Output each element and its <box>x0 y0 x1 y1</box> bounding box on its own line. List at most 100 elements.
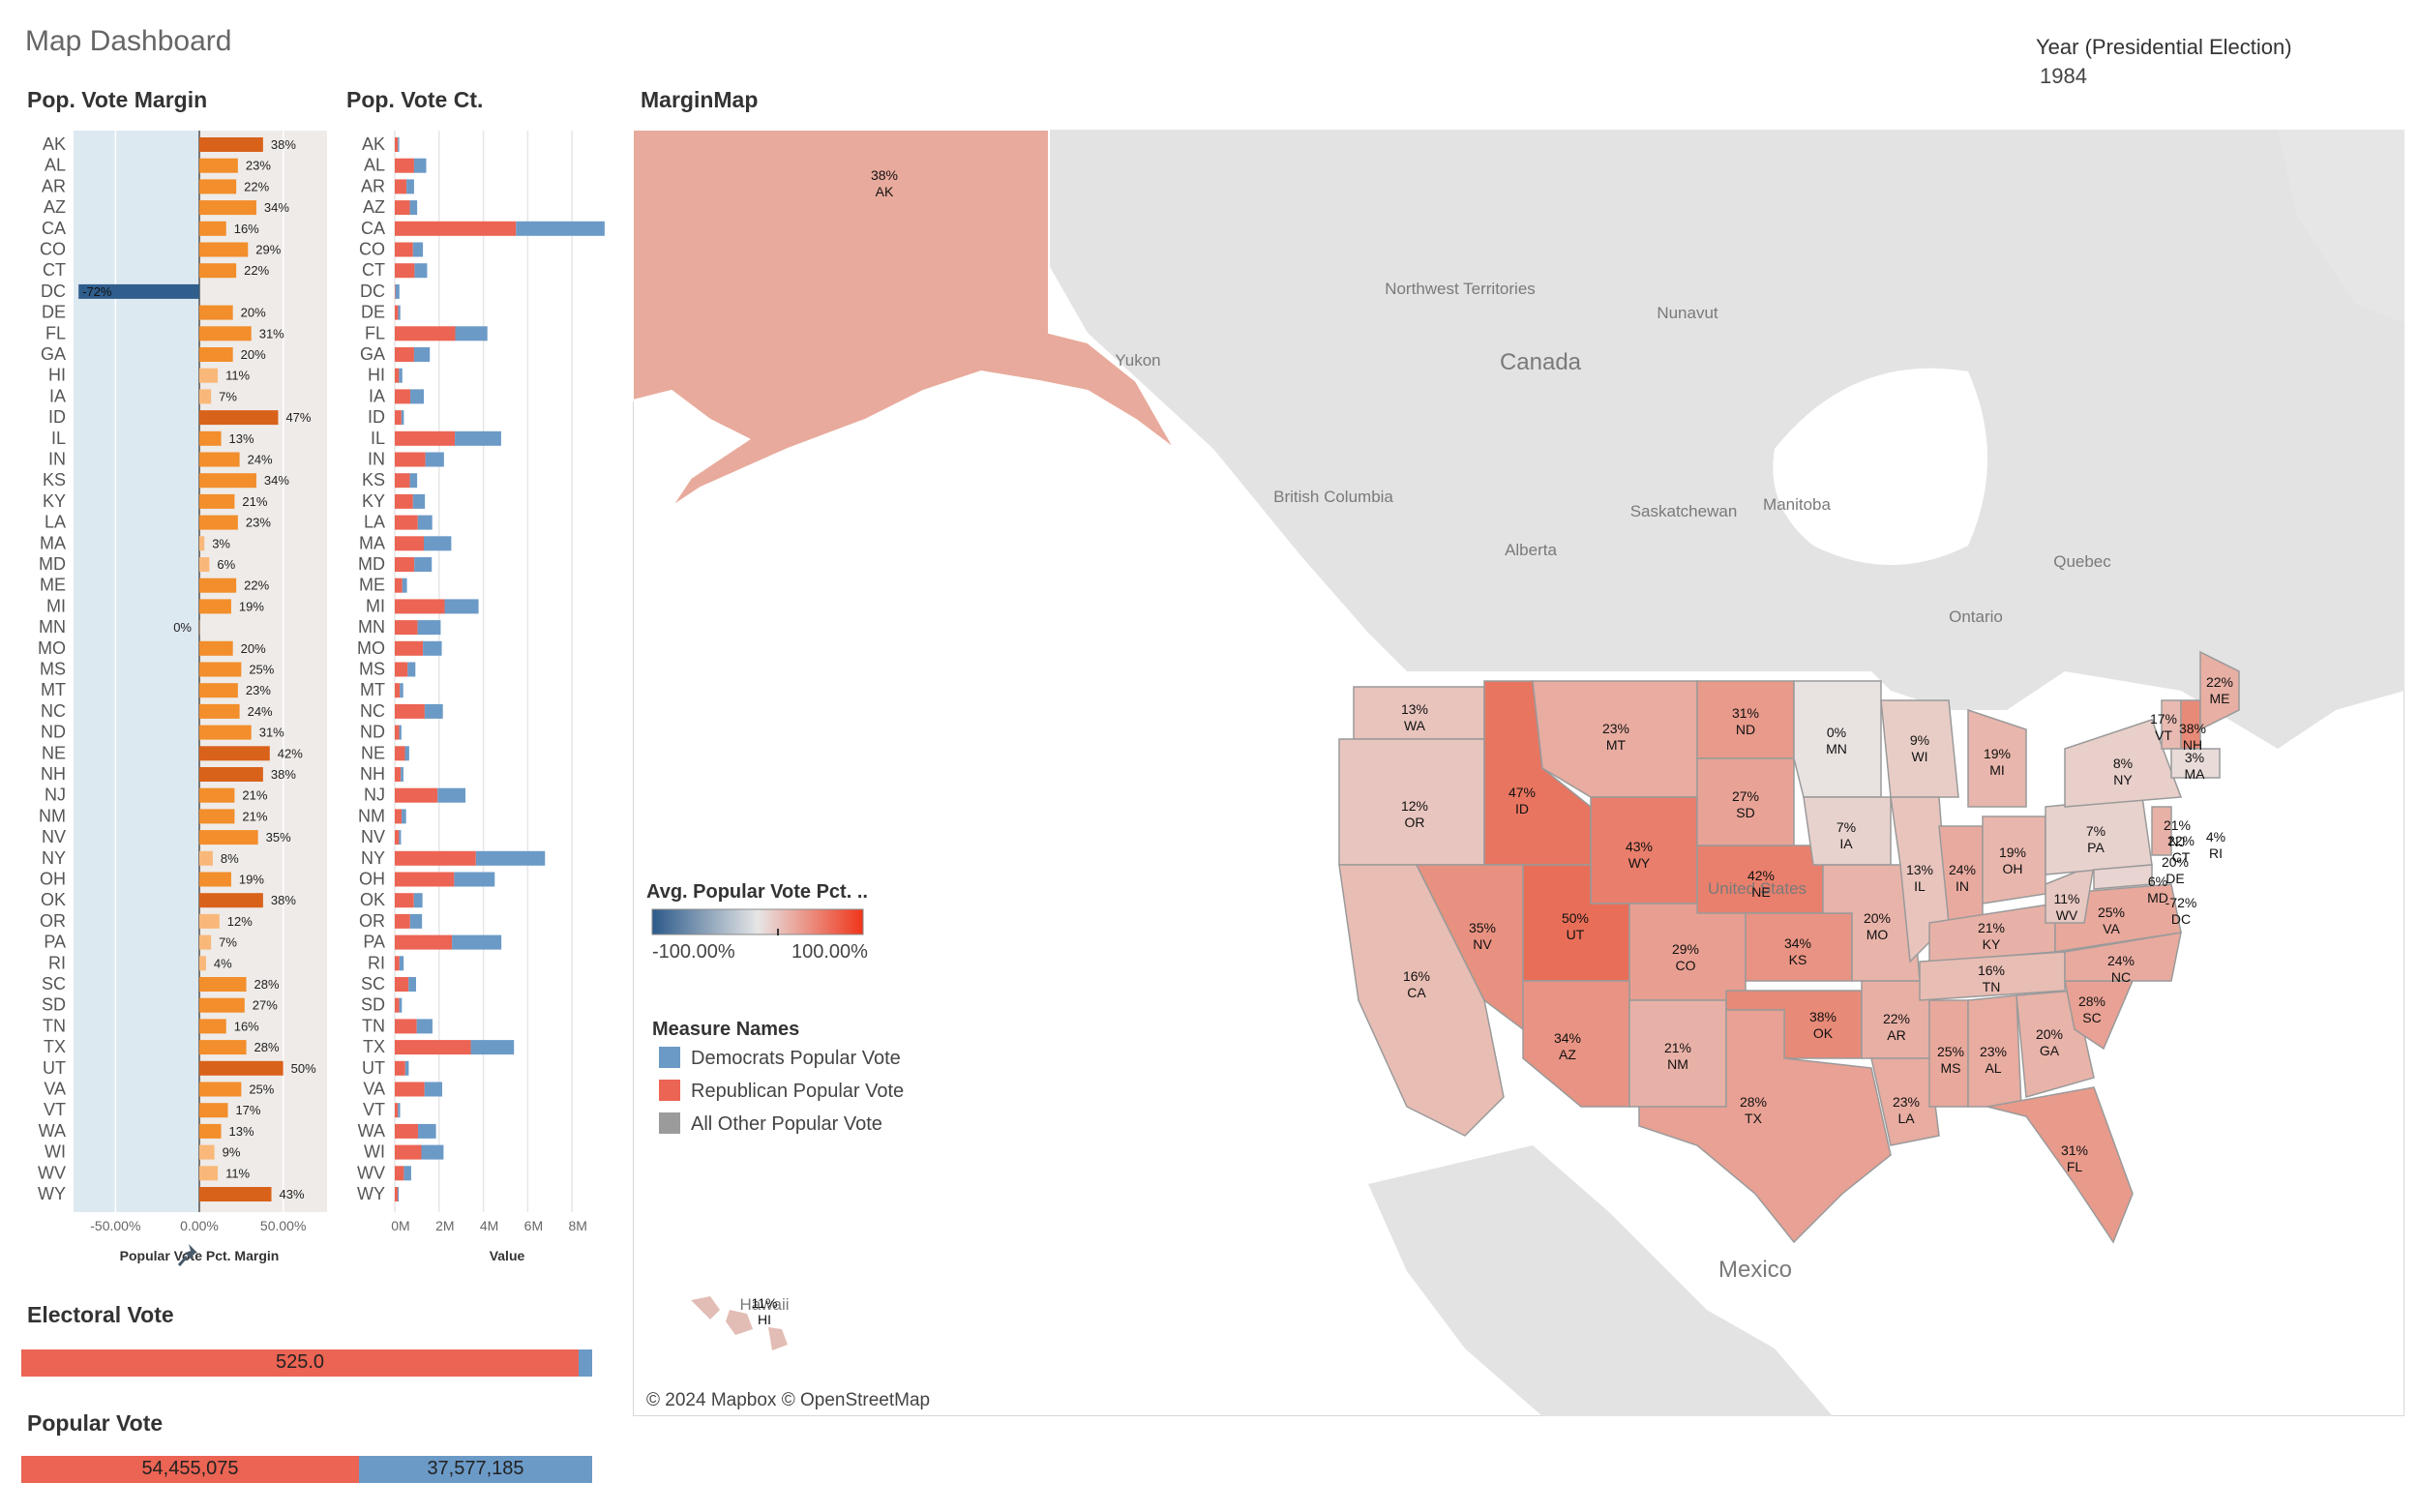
margin-chart[interactable]: -50.00% 0.00% 50.00% Popular Vote Pct. Marg… <box>0 121 339 1277</box>
count-dem-bar[interactable] <box>403 1166 411 1181</box>
state-HI[interactable] <box>691 1296 788 1350</box>
count-rep-bar[interactable] <box>395 242 413 257</box>
count-dem-bar[interactable] <box>421 1144 444 1160</box>
count-dem-bar[interactable] <box>454 872 495 887</box>
count-rep-bar[interactable] <box>395 452 426 467</box>
count-dem-bar[interactable] <box>455 326 488 341</box>
state-NY[interactable] <box>2064 719 2183 808</box>
count-dem-bar[interactable] <box>402 809 406 824</box>
count-rep-bar[interactable] <box>395 1019 417 1034</box>
count-rep-bar[interactable] <box>395 263 415 279</box>
margin-bar[interactable] <box>199 221 226 236</box>
count-rep-bar[interactable] <box>395 137 399 152</box>
count-rep-bar[interactable] <box>395 389 411 404</box>
count-rep-bar[interactable] <box>395 283 396 299</box>
margin-bar[interactable] <box>199 934 212 950</box>
popular-vote-bar[interactable]: 54,455,075 37,577,185 <box>21 1456 592 1483</box>
count-rep-bar[interactable] <box>395 977 409 992</box>
margin-bar[interactable] <box>199 767 263 782</box>
count-dem-bar[interactable] <box>399 997 403 1013</box>
count-rep-bar[interactable] <box>395 1040 471 1055</box>
count-rep-bar[interactable] <box>395 809 403 824</box>
state-MD[interactable] <box>2093 864 2153 890</box>
count-rep-bar[interactable] <box>395 956 400 971</box>
count-rep-bar[interactable] <box>395 830 400 845</box>
count-rep-bar[interactable] <box>395 410 402 426</box>
count-rep-bar[interactable] <box>395 557 415 572</box>
margin-bar[interactable] <box>199 1103 228 1118</box>
count-dem-bar[interactable] <box>413 158 427 173</box>
year-filter-value[interactable]: 1984 <box>2040 64 2087 88</box>
margin-bar[interactable] <box>199 430 222 446</box>
electoral-dem-bar[interactable] <box>579 1349 592 1377</box>
count-dem-bar[interactable] <box>400 683 403 698</box>
margin-bar[interactable] <box>199 703 240 719</box>
margin-bar[interactable] <box>199 746 270 761</box>
count-dem-bar[interactable] <box>409 200 418 216</box>
electoral-rep-bar[interactable] <box>21 1349 579 1377</box>
count-rep-bar[interactable] <box>395 200 410 216</box>
count-dem-bar[interactable] <box>404 1060 409 1076</box>
margin-bar[interactable] <box>78 283 199 299</box>
margin-bar[interactable] <box>199 599 231 614</box>
count-dem-bar[interactable] <box>408 977 416 992</box>
popular-dem-bar[interactable] <box>359 1456 592 1483</box>
count-rep-bar[interactable] <box>395 493 413 509</box>
count-rep-bar[interactable] <box>395 1060 405 1076</box>
margin-bar[interactable] <box>199 662 242 677</box>
count-dem-bar[interactable] <box>412 493 426 509</box>
margin-bar[interactable] <box>199 557 210 572</box>
count-rep-bar[interactable] <box>395 787 438 803</box>
count-rep-bar[interactable] <box>395 158 414 173</box>
count-dem-bar[interactable] <box>398 1103 401 1118</box>
count-rep-bar[interactable] <box>395 1103 399 1118</box>
count-dem-bar[interactable] <box>425 452 444 467</box>
count-chart[interactable]: 0M 2M 4M 6M 8MValueAKALARAZCACOCTDCDEFLGAHII… <box>339 121 629 1277</box>
electoral-vote-bar[interactable]: 525.0 <box>21 1349 592 1377</box>
count-rep-bar[interactable] <box>395 872 455 887</box>
count-dem-bar[interactable] <box>399 725 402 740</box>
count-dem-bar[interactable] <box>417 515 433 530</box>
count-dem-bar[interactable] <box>424 703 443 719</box>
count-dem-bar[interactable] <box>424 1082 443 1097</box>
count-dem-bar[interactable] <box>452 934 502 950</box>
margin-bar[interactable] <box>199 1166 219 1181</box>
pin-icon[interactable] <box>174 1241 203 1270</box>
count-rep-bar[interactable] <box>395 515 418 530</box>
margin-bar[interactable] <box>199 326 252 341</box>
margin-bar[interactable] <box>199 997 245 1013</box>
margin-bar[interactable] <box>199 1144 215 1160</box>
count-dem-bar[interactable] <box>414 263 428 279</box>
margin-bar[interactable] <box>199 1123 222 1139</box>
state-FL[interactable] <box>1986 1086 2134 1244</box>
count-dem-bar[interactable] <box>401 767 403 782</box>
count-rep-bar[interactable] <box>395 1144 422 1160</box>
count-rep-bar[interactable] <box>395 430 456 446</box>
margin-bar[interactable] <box>199 913 220 929</box>
popular-rep-bar[interactable] <box>21 1456 359 1483</box>
count-dem-bar[interactable] <box>409 473 418 489</box>
margin-bar[interactable] <box>199 725 252 740</box>
margin-bar[interactable] <box>199 536 205 551</box>
count-dem-bar[interactable] <box>401 410 404 426</box>
count-dem-bar[interactable] <box>423 640 442 656</box>
margin-bar[interactable] <box>199 515 238 530</box>
margin-bar[interactable] <box>199 347 233 362</box>
count-dem-bar[interactable] <box>397 1187 400 1201</box>
count-dem-bar[interactable] <box>412 242 424 257</box>
margin-bar[interactable] <box>199 1040 247 1055</box>
state-LA[interactable] <box>1870 1057 1940 1146</box>
margin-bar[interactable] <box>199 872 231 887</box>
margin-bar[interactable] <box>199 452 240 467</box>
margin-bar[interactable] <box>199 956 206 971</box>
state-MA[interactable] <box>2170 748 2221 779</box>
state-MI[interactable] <box>1967 708 2027 808</box>
count-rep-bar[interactable] <box>395 683 401 698</box>
margin-bar[interactable] <box>199 1060 284 1076</box>
count-dem-bar[interactable] <box>409 913 423 929</box>
legend-item-other[interactable]: All Other Popular Vote <box>691 1113 882 1135</box>
state-TX[interactable] <box>1638 1009 1892 1244</box>
state-AK[interactable] <box>633 130 1176 508</box>
count-dem-bar[interactable] <box>407 662 416 677</box>
margin-bar[interactable] <box>199 640 233 656</box>
